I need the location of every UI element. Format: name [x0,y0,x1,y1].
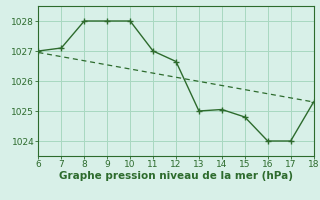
X-axis label: Graphe pression niveau de la mer (hPa): Graphe pression niveau de la mer (hPa) [59,171,293,181]
